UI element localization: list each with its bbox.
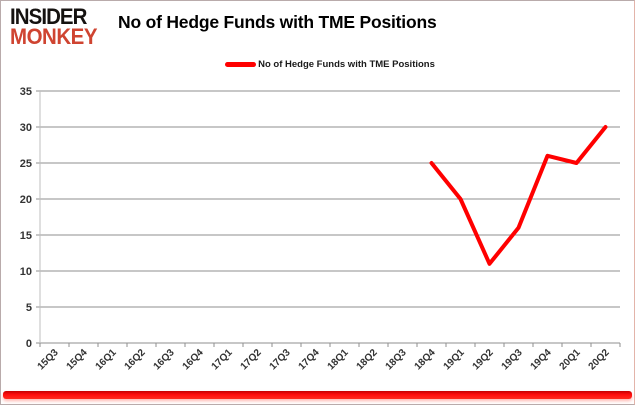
- y-tick-label: 0: [26, 338, 32, 350]
- x-tick-label: 19Q4: [529, 347, 554, 372]
- x-tick-label: 19Q1: [442, 347, 467, 372]
- x-tick-label: 17Q4: [297, 347, 322, 372]
- chart-title: No of Hedge Funds with TME Positions: [118, 12, 437, 32]
- y-tick-label: 25: [20, 158, 32, 170]
- insider-monkey-logo: INSIDER MONKEY: [10, 4, 98, 50]
- x-tick-label: 17Q3: [268, 347, 293, 372]
- legend: No of Hedge Funds with TME Positions: [40, 56, 620, 72]
- logo-text-monkey: MONKEY: [10, 24, 98, 50]
- y-tick-label: 30: [20, 122, 32, 134]
- x-tick-label: 18Q2: [355, 347, 380, 372]
- x-tick-label: 18Q1: [326, 347, 351, 372]
- x-tick-label: 19Q2: [471, 347, 496, 372]
- series-line: [429, 125, 608, 266]
- x-tick-label: 16Q2: [123, 347, 148, 372]
- logo-text-insider: INSIDER: [10, 4, 87, 29]
- x-tick-label: 17Q2: [239, 347, 264, 372]
- y-tick-label: 10: [20, 266, 32, 278]
- legend-line-swatch: [225, 61, 257, 67]
- x-tick-label: 15Q4: [65, 347, 90, 372]
- x-tick-label: 18Q3: [384, 347, 409, 372]
- bottom-red-bar: [3, 391, 632, 399]
- y-tick-label: 20: [20, 194, 32, 206]
- y-tick-label: 15: [20, 230, 32, 242]
- x-tick-label: 15Q3: [36, 347, 61, 372]
- x-tick-label: 20Q2: [587, 347, 612, 372]
- x-tick-label: 16Q3: [152, 347, 177, 372]
- y-tick-label: 35: [20, 86, 32, 98]
- x-tick-label: 20Q1: [558, 347, 583, 372]
- legend-label: No of Hedge Funds with TME Positions: [258, 58, 435, 70]
- x-tick-label: 16Q1: [94, 347, 119, 372]
- y-tick-label: 5: [26, 302, 32, 314]
- x-tick-label: 18Q4: [413, 347, 438, 372]
- x-tick-label: 17Q1: [210, 347, 235, 372]
- x-tick-label: 19Q3: [500, 347, 525, 372]
- x-tick-label: 16Q4: [181, 347, 206, 372]
